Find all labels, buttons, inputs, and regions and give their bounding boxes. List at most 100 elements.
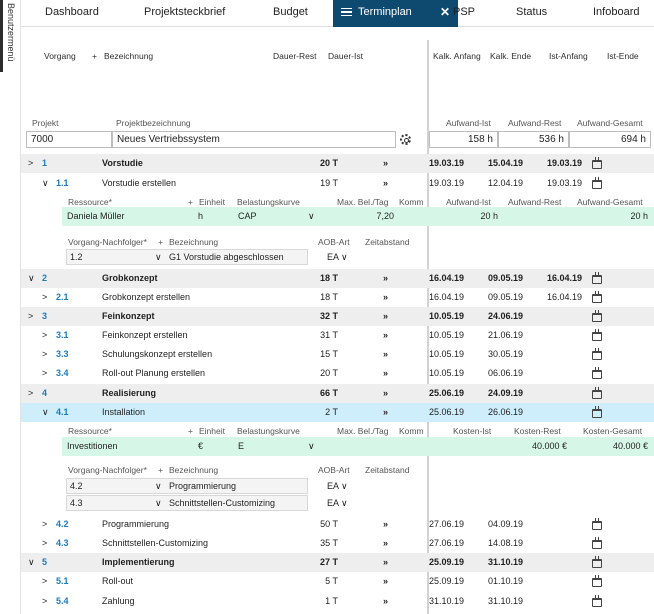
side-menu[interactable]: Benutzermenü <box>0 0 21 614</box>
task-name[interactable]: Grobkonzept <box>102 273 158 283</box>
task-name[interactable]: Vorstudie <box>102 158 143 168</box>
move-arrow-icon[interactable]: » <box>383 407 389 417</box>
calendar-icon[interactable] <box>592 348 602 360</box>
move-arrow-icon[interactable]: » <box>383 388 389 398</box>
tab-projektsteckbrief[interactable]: Projektsteckbrief <box>144 6 226 18</box>
expand-toggle-icon[interactable]: ∨ <box>42 178 49 188</box>
res2-add-icon[interactable]: + <box>188 426 193 436</box>
task-name[interactable]: Grobkonzept erstellen <box>102 292 191 302</box>
calendar-icon[interactable] <box>592 367 602 379</box>
task-duration[interactable]: 1 T <box>325 596 338 606</box>
resource-curve[interactable]: E <box>238 441 245 451</box>
task-id[interactable]: 2.1 <box>56 292 69 302</box>
task-name[interactable]: Schulungskonzept erstellen <box>102 349 213 359</box>
task-duration[interactable]: 2 T <box>325 407 338 417</box>
dropdown-icon[interactable]: ∨ <box>155 252 162 262</box>
pane-divider[interactable] <box>427 40 429 614</box>
task-id[interactable]: 3 <box>42 311 48 321</box>
col-ist-anfang[interactable]: Ist-Anfang <box>549 51 588 61</box>
successor-aob[interactable]: EA ∨ <box>327 252 348 263</box>
task-row[interactable]: >3.1 Feinkonzept erstellen 31 T » 10.05.19 21… <box>21 326 654 345</box>
task-id[interactable]: 2 <box>42 273 48 283</box>
resource-max[interactable]: 7,20 <box>376 211 394 221</box>
tab-terminplan[interactable]: Terminplan ✕ <box>333 0 458 27</box>
menu-icon[interactable] <box>341 6 352 19</box>
dropdown-icon[interactable]: ∨ <box>155 498 162 508</box>
col-add[interactable]: + <box>92 51 97 61</box>
calendar-icon[interactable] <box>592 157 602 169</box>
task-row[interactable]: >3.4 Roll-out Planung erstellen 20 T » 10.05… <box>21 364 654 383</box>
gear-icon[interactable] <box>400 134 411 145</box>
expand-toggle-icon[interactable]: > <box>42 519 48 529</box>
task-row[interactable]: ∨ 2 Grobkonzept 18 T » 16.04.19 09.05.19 16.04.… <box>21 269 654 288</box>
task-row[interactable]: ∨ 1.1 Vorstudie erstellen 19 T » 19.03.19 12.0… <box>21 174 654 193</box>
calendar-icon[interactable] <box>592 329 602 341</box>
successor-id[interactable]: 4.2 <box>70 481 83 491</box>
expand-toggle-icon[interactable]: > <box>28 388 34 398</box>
col-kalk-anfang[interactable]: Kalk. Anfang <box>433 51 481 61</box>
task-id[interactable]: 3.1 <box>56 330 69 340</box>
resource-name[interactable]: Daniela Müller <box>67 211 125 221</box>
col-kalk-ende[interactable]: Kalk. Ende <box>490 51 532 61</box>
successor-row[interactable]: 1.2 ∨ G1 Vorstudie abgeschlossen <box>66 249 308 265</box>
task-duration[interactable]: 5 T <box>325 576 338 586</box>
resource-row[interactable]: Investitionen € E ∨ 40.000 € 40.000 € <box>62 437 654 456</box>
task-id[interactable]: 1 <box>42 158 48 168</box>
task-duration[interactable]: 20 T <box>320 368 338 378</box>
task-id[interactable]: 4 <box>42 388 48 398</box>
calendar-icon[interactable] <box>592 406 602 418</box>
successor-row[interactable]: 4.2 ∨ Programmierung <box>66 478 308 494</box>
tab-dashboard[interactable]: Dashboard <box>45 6 99 18</box>
project-name-field[interactable]: Neues Vertriebssystem <box>112 131 396 148</box>
move-arrow-icon[interactable]: » <box>383 557 389 567</box>
task-duration[interactable]: 31 T <box>320 330 338 340</box>
col-bezeichnung[interactable]: Bezeichnung <box>104 51 154 61</box>
task-id[interactable]: 5 <box>42 557 48 567</box>
task-id[interactable]: 5.1 <box>56 576 69 586</box>
move-arrow-icon[interactable]: » <box>383 158 389 168</box>
move-arrow-icon[interactable]: » <box>383 178 389 188</box>
resource-curve[interactable]: CAP <box>238 211 257 221</box>
successor-aob[interactable]: EA ∨ <box>327 498 348 509</box>
expand-toggle-icon[interactable]: > <box>42 538 48 548</box>
task-row[interactable]: >1 Vorstudie 20 T » 19.03.19 15.04.19 19.03.19 <box>21 154 654 173</box>
tab-status[interactable]: Status <box>516 6 548 18</box>
task-name[interactable]: Feinkonzept <box>102 311 155 321</box>
task-name[interactable]: Roll-out Planung erstellen <box>102 368 206 378</box>
calendar-icon[interactable] <box>592 310 602 322</box>
task-row[interactable]: >4.2 Programmierung 50 T » 27.06.19 04.09.19 <box>21 515 654 534</box>
task-row[interactable]: ∨ 4.1 Installation 2 T » 25.06.19 26.06.19 <box>21 403 654 422</box>
task-name[interactable]: Realisierung <box>102 388 157 398</box>
calendar-icon[interactable] <box>592 556 602 568</box>
col-vorgang[interactable]: Vorgang <box>44 51 76 61</box>
task-duration[interactable]: 15 T <box>320 349 338 359</box>
move-arrow-icon[interactable]: » <box>383 311 389 321</box>
tab-psp[interactable]: PSP <box>453 6 476 18</box>
move-arrow-icon[interactable]: » <box>383 330 389 340</box>
task-name[interactable]: Implementierung <box>102 557 175 567</box>
task-duration[interactable]: 35 T <box>320 538 338 548</box>
task-id[interactable]: 4.1 <box>56 407 69 417</box>
task-duration[interactable]: 19 T <box>320 178 338 188</box>
task-name[interactable]: Schnittstellen-Customizing <box>102 538 209 548</box>
successor-aob[interactable]: EA ∨ <box>327 481 348 492</box>
dropdown-icon[interactable]: ∨ <box>308 441 315 451</box>
task-row[interactable]: >4.3 Schnittstellen-Customizing 35 T » 27.06… <box>21 534 654 553</box>
resource-unit[interactable]: h <box>198 211 204 221</box>
task-duration[interactable]: 27 T <box>319 557 338 567</box>
task-id[interactable]: 5.4 <box>56 596 69 606</box>
calendar-icon[interactable] <box>592 387 602 399</box>
calendar-icon[interactable] <box>592 518 602 530</box>
side-menu-label[interactable]: Benutzermenü <box>6 3 16 62</box>
close-tab-icon[interactable]: ✕ <box>439 5 450 19</box>
expand-toggle-icon[interactable]: > <box>42 292 48 302</box>
task-name[interactable]: Installation <box>102 407 146 417</box>
move-arrow-icon[interactable]: » <box>383 273 389 283</box>
calendar-icon[interactable] <box>592 272 602 284</box>
succ2-add-icon[interactable]: + <box>158 465 163 475</box>
task-duration[interactable]: 32 T <box>319 311 338 321</box>
calendar-icon[interactable] <box>592 177 602 189</box>
task-row[interactable]: >3.3 Schulungskonzept erstellen 15 T » 10.05… <box>21 345 654 364</box>
project-id-field[interactable]: 7000 <box>26 131 112 148</box>
move-arrow-icon[interactable]: » <box>383 538 389 548</box>
